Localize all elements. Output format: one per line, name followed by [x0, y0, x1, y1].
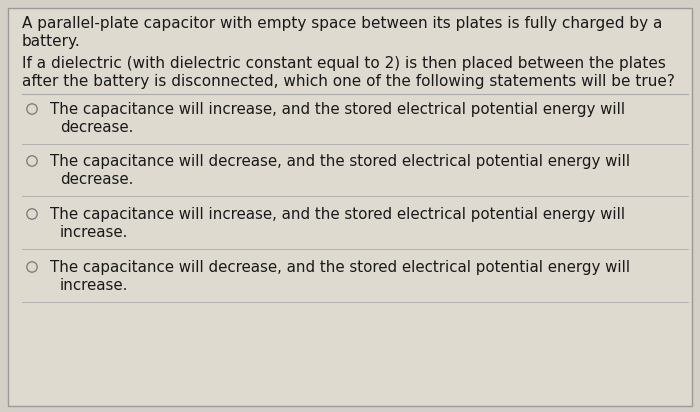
Text: A parallel-plate capacitor with empty space between its plates is fully charged : A parallel-plate capacitor with empty sp… [22, 16, 662, 31]
Text: increase.: increase. [60, 225, 128, 240]
Text: battery.: battery. [22, 34, 80, 49]
Text: after the battery is disconnected, which one of the following statements will be: after the battery is disconnected, which… [22, 74, 675, 89]
Text: If a dielectric (with dielectric constant equal to 2) is then placed between the: If a dielectric (with dielectric constan… [22, 56, 666, 71]
Text: decrease.: decrease. [60, 172, 134, 187]
Text: The capacitance will decrease, and the stored electrical potential energy will: The capacitance will decrease, and the s… [50, 154, 630, 169]
Text: The capacitance will increase, and the stored electrical potential energy will: The capacitance will increase, and the s… [50, 102, 625, 117]
Text: decrease.: decrease. [60, 120, 134, 135]
FancyBboxPatch shape [8, 8, 692, 406]
Text: The capacitance will decrease, and the stored electrical potential energy will: The capacitance will decrease, and the s… [50, 260, 630, 275]
Text: increase.: increase. [60, 278, 128, 293]
Text: The capacitance will increase, and the stored electrical potential energy will: The capacitance will increase, and the s… [50, 207, 625, 222]
